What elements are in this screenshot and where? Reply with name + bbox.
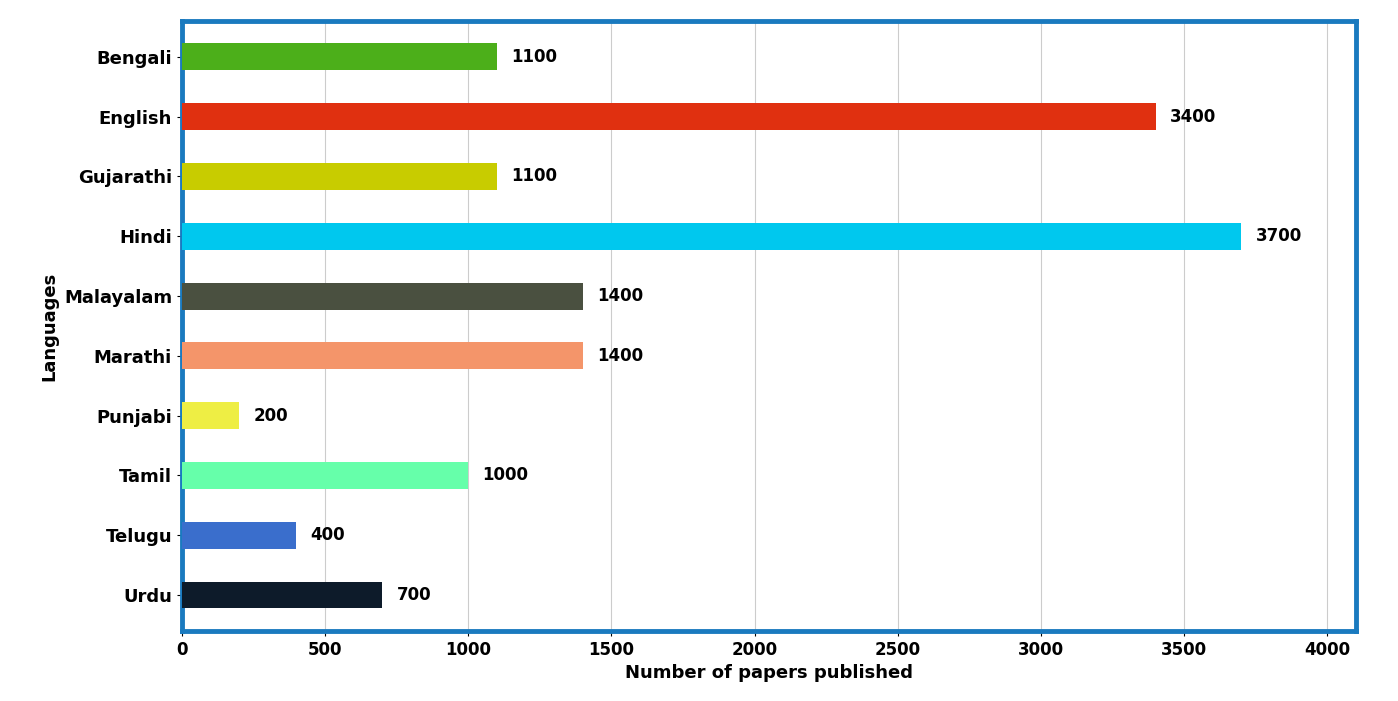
Text: 1400: 1400 bbox=[597, 287, 643, 305]
Text: 400: 400 bbox=[310, 526, 345, 544]
X-axis label: Number of papers published: Number of papers published bbox=[625, 664, 913, 682]
Text: 1100: 1100 bbox=[512, 168, 558, 186]
Bar bbox=[182, 522, 296, 549]
Text: 200: 200 bbox=[253, 407, 288, 425]
Y-axis label: Languages: Languages bbox=[41, 271, 59, 381]
Text: 700: 700 bbox=[397, 586, 431, 604]
Bar bbox=[182, 223, 1241, 250]
Text: 1100: 1100 bbox=[512, 48, 558, 66]
Text: 3400: 3400 bbox=[1170, 108, 1216, 125]
Text: 1400: 1400 bbox=[597, 347, 643, 365]
Bar bbox=[182, 103, 1156, 130]
Bar bbox=[182, 342, 583, 369]
Bar bbox=[182, 163, 496, 190]
Text: 1000: 1000 bbox=[482, 466, 528, 484]
Text: 3700: 3700 bbox=[1255, 227, 1302, 245]
Bar bbox=[182, 43, 496, 70]
Bar bbox=[182, 402, 239, 429]
Bar bbox=[182, 582, 382, 608]
Bar bbox=[182, 283, 583, 310]
Bar bbox=[182, 462, 468, 489]
